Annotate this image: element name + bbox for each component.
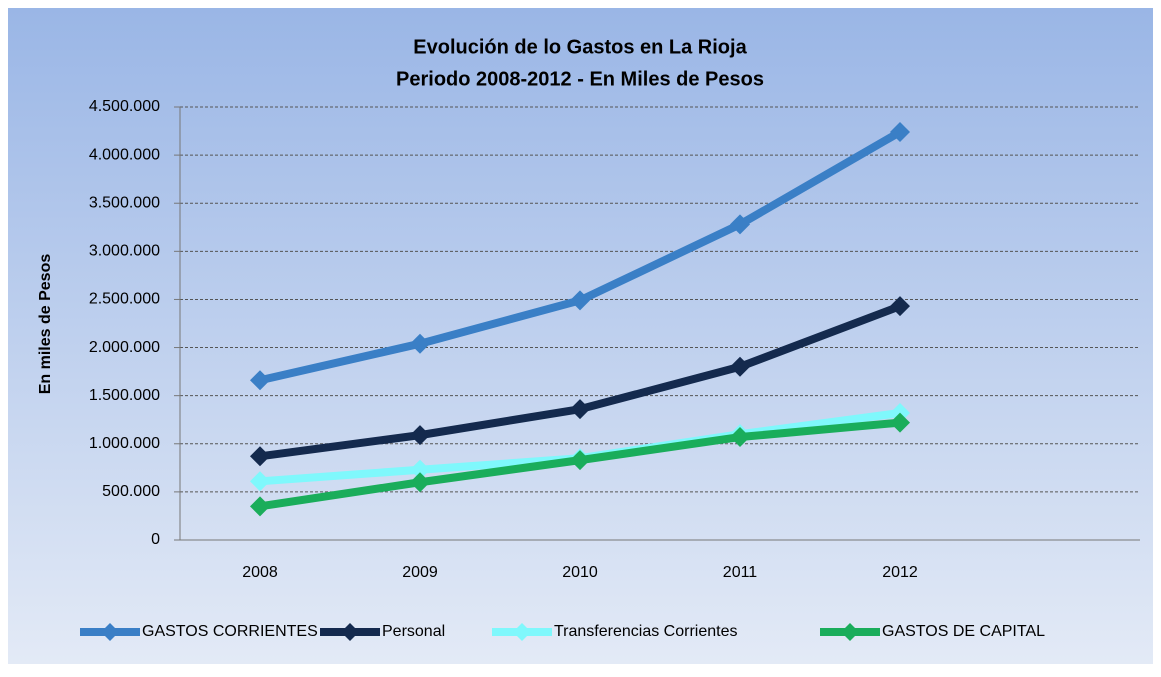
y-tick-label: 2.500.000 xyxy=(89,291,160,308)
data-point xyxy=(890,412,910,433)
legend-label: GASTOS CORRIENTES xyxy=(142,623,318,640)
data-point xyxy=(250,496,270,517)
y-tick-label: 4.000.000 xyxy=(89,146,160,163)
data-point xyxy=(410,459,430,480)
chart-area xyxy=(8,8,1153,664)
y-tick-label: 4.500.000 xyxy=(89,98,160,115)
x-tick-label: 2011 xyxy=(723,564,758,581)
data-point xyxy=(250,446,270,467)
data-point xyxy=(730,356,750,377)
x-tick-label: 2012 xyxy=(882,564,918,581)
data-point xyxy=(410,472,430,493)
data-point xyxy=(570,399,590,420)
legend-label: Transferencias Corrientes xyxy=(554,623,737,640)
x-tick-label: 2010 xyxy=(562,564,598,581)
data-point xyxy=(730,214,750,235)
data-point xyxy=(410,425,430,446)
data-point xyxy=(570,450,590,471)
data-point xyxy=(410,333,430,354)
y-tick-label: 1.500.000 xyxy=(89,387,160,404)
y-axis-label: En miles de Pesos xyxy=(37,254,54,395)
y-tick-label: 500.000 xyxy=(102,483,160,500)
x-tick-label: 2008 xyxy=(242,564,278,581)
y-tick-label: 3.000.000 xyxy=(89,243,160,260)
data-point xyxy=(250,471,270,492)
data-point xyxy=(250,370,270,391)
legend-marker xyxy=(513,623,531,641)
x-tick-label: 2009 xyxy=(402,564,438,581)
chart-subtitle: Periodo 2008-2012 - En Miles de Pesos xyxy=(396,68,764,90)
legend-label: GASTOS DE CAPITAL xyxy=(882,623,1045,640)
y-tick-label: 3.500.000 xyxy=(89,194,160,211)
chart-title: Evolución de lo Gastos en La Rioja xyxy=(413,36,747,58)
legend-marker xyxy=(841,623,859,641)
data-point xyxy=(890,122,910,143)
legend-marker xyxy=(101,623,119,641)
y-tick-label: 0 xyxy=(151,531,160,548)
data-point xyxy=(890,296,910,317)
data-point xyxy=(730,427,750,448)
legend-label: Personal xyxy=(382,623,445,640)
legend-marker xyxy=(341,623,359,641)
y-tick-label: 1.000.000 xyxy=(89,435,160,452)
data-point xyxy=(570,290,590,311)
y-tick-label: 2.000.000 xyxy=(89,339,160,356)
